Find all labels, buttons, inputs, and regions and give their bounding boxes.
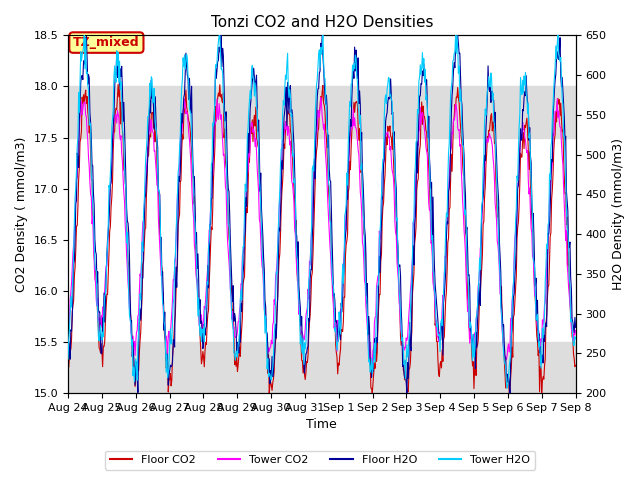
Bar [68, 86, 575, 138]
Legend: Floor CO2, Tower CO2, Floor H2O, Tower H2O: Floor CO2, Tower CO2, Floor H2O, Tower H… [105, 451, 535, 469]
Text: TZ_mixed: TZ_mixed [73, 36, 140, 49]
X-axis label: Time: Time [307, 419, 337, 432]
Y-axis label: CO2 Density ( mmol/m3): CO2 Density ( mmol/m3) [15, 136, 28, 292]
Y-axis label: H2O Density (mmol/m3): H2O Density (mmol/m3) [612, 138, 625, 290]
Bar [68, 342, 575, 393]
Title: Tonzi CO2 and H2O Densities: Tonzi CO2 and H2O Densities [211, 15, 433, 30]
